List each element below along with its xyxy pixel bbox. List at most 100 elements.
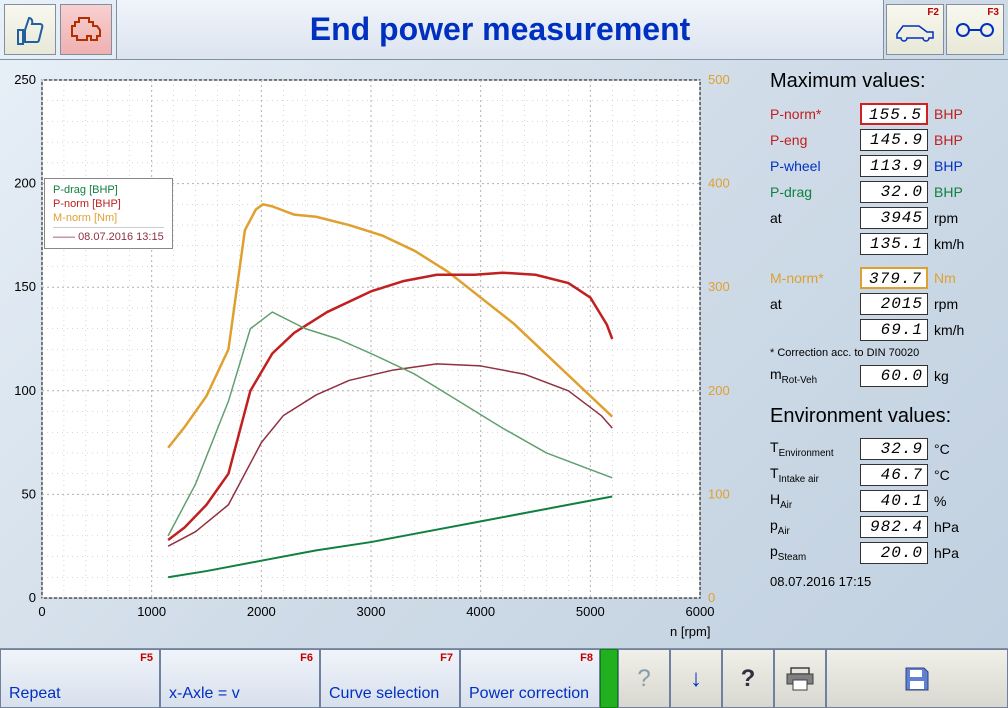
svg-text:50: 50 <box>22 486 36 501</box>
thumbs-up-icon <box>12 12 48 48</box>
engine-button[interactable] <box>60 4 112 55</box>
svg-text:0: 0 <box>29 590 36 605</box>
maxval-label: P-eng <box>770 132 860 148</box>
repeat-button[interactable]: F5 Repeat <box>0 649 160 708</box>
main-area: 0100020003000400050006000050100150200250… <box>0 60 1008 648</box>
help2-button[interactable]: ? <box>722 649 774 708</box>
print-button[interactable] <box>774 649 826 708</box>
down-button[interactable]: ↓ <box>670 649 722 708</box>
f5-label: Repeat <box>9 685 61 703</box>
side-panel: Maximum values: P-norm*155.5BHPP-eng145.… <box>760 60 1008 648</box>
legend-pnorm: P-norm [BHP] <box>53 197 164 211</box>
envval-label: pSteam <box>770 543 860 563</box>
engine-icon <box>68 16 104 44</box>
topbar-right: F2 F3 <box>884 0 1008 59</box>
envval-row: HAir40.1% <box>770 490 1000 512</box>
svg-text:500: 500 <box>708 72 730 87</box>
envval-value: 32.9 <box>860 438 928 460</box>
torqueval-label: M-norm* <box>770 270 860 286</box>
svg-text:250: 250 <box>14 72 36 87</box>
maxval-value: 113.9 <box>860 155 928 177</box>
envval-value: 40.1 <box>860 490 928 512</box>
maxval-unit: rpm <box>934 210 958 226</box>
svg-text:5000: 5000 <box>576 604 605 619</box>
page-title: End power measurement <box>116 0 884 59</box>
envval-unit: °C <box>934 441 950 457</box>
f7-label: Curve selection <box>329 685 439 703</box>
torqueval-value: 2015 <box>860 293 928 315</box>
envval-unit: °C <box>934 467 950 483</box>
f8-label: Power correction <box>469 685 589 703</box>
f7-key: F7 <box>440 652 453 664</box>
f3-button[interactable]: F3 <box>946 4 1004 55</box>
svg-text:100: 100 <box>708 486 730 501</box>
mass-row: mRot-Veh 60.0 kg <box>770 365 1000 387</box>
svg-text:3000: 3000 <box>357 604 386 619</box>
envval-row: pAir982.4hPa <box>770 516 1000 538</box>
maxval-unit: BHP <box>934 106 963 122</box>
f5-key: F5 <box>140 652 153 664</box>
svg-text:200: 200 <box>14 176 36 191</box>
maxval-label: at <box>770 210 860 226</box>
svg-text:150: 150 <box>14 279 36 294</box>
torqueval-label: at <box>770 296 860 312</box>
maxval-row: 135.1km/h <box>770 233 1000 255</box>
mass-value: 60.0 <box>860 365 928 387</box>
svg-text:0: 0 <box>38 604 45 619</box>
help-button[interactable]: ? <box>618 649 670 708</box>
f8-key: F8 <box>580 652 593 664</box>
question-icon: ? <box>637 665 650 693</box>
maxval-value: 32.0 <box>860 181 928 203</box>
svg-text:4000: 4000 <box>466 604 495 619</box>
svg-text:300: 300 <box>708 279 730 294</box>
curve-selection-button[interactable]: F7 Curve selection <box>320 649 460 708</box>
printer-icon <box>785 666 815 692</box>
envval-label: TIntake air <box>770 465 860 485</box>
envval-value: 20.0 <box>860 542 928 564</box>
svg-text:100: 100 <box>14 383 36 398</box>
topbar-left <box>0 0 116 59</box>
envval-unit: hPa <box>934 519 959 535</box>
xaxle-button[interactable]: F6 x-Axle = v <box>160 649 320 708</box>
svg-text:2000: 2000 <box>247 604 276 619</box>
svg-text:n [rpm]: n [rpm] <box>670 624 710 639</box>
maxval-label: P-drag <box>770 184 860 200</box>
f2-key-label: F2 <box>927 7 939 18</box>
torqueval-value: 379.7 <box>860 267 928 289</box>
envval-value: 46.7 <box>860 464 928 486</box>
axle-icon <box>955 20 995 40</box>
disk-icon <box>904 666 930 692</box>
ok-button[interactable] <box>4 4 56 55</box>
maxval-unit: BHP <box>934 132 963 148</box>
envval-label: pAir <box>770 517 860 537</box>
svg-text:200: 200 <box>708 383 730 398</box>
maxval-row: at3945rpm <box>770 207 1000 229</box>
legend-mnorm: M-norm [Nm] <box>53 211 164 225</box>
f6-key: F6 <box>300 652 313 664</box>
maxval-unit: km/h <box>934 236 964 252</box>
legend-pdrag: P-drag [BHP] <box>53 183 164 197</box>
chart-legend: P-drag [BHP] P-norm [BHP] M-norm [Nm] ——… <box>44 178 173 249</box>
f6-label: x-Axle = v <box>169 685 240 703</box>
svg-text:6000: 6000 <box>686 604 715 619</box>
f2-button[interactable]: F2 <box>886 4 944 55</box>
maxval-row: P-norm*155.5BHP <box>770 103 1000 125</box>
correction-note: * Correction acc. to DIN 70020 <box>770 347 1000 359</box>
svg-text:0: 0 <box>708 590 715 605</box>
f3-key-label: F3 <box>987 7 999 18</box>
envval-unit: % <box>934 493 946 509</box>
envval-label: HAir <box>770 491 860 511</box>
torqueval-unit: Nm <box>934 270 956 286</box>
maxval-unit: BHP <box>934 158 963 174</box>
torqueval-unit: rpm <box>934 296 958 312</box>
svg-text:400: 400 <box>708 176 730 191</box>
maxval-value: 155.5 <box>860 103 928 125</box>
save-button[interactable] <box>826 649 1008 708</box>
torqueval-row: M-norm*379.7 Nm <box>770 267 1000 289</box>
question-dark-icon: ? <box>741 665 756 693</box>
maxval-value: 145.9 <box>860 129 928 151</box>
chart-area: 0100020003000400050006000050100150200250… <box>0 60 760 648</box>
maxval-row: P-eng145.9 BHP <box>770 129 1000 151</box>
power-correction-button[interactable]: F8 Power correction <box>460 649 600 708</box>
envval-row: TEnvironment32.9°C <box>770 438 1000 460</box>
